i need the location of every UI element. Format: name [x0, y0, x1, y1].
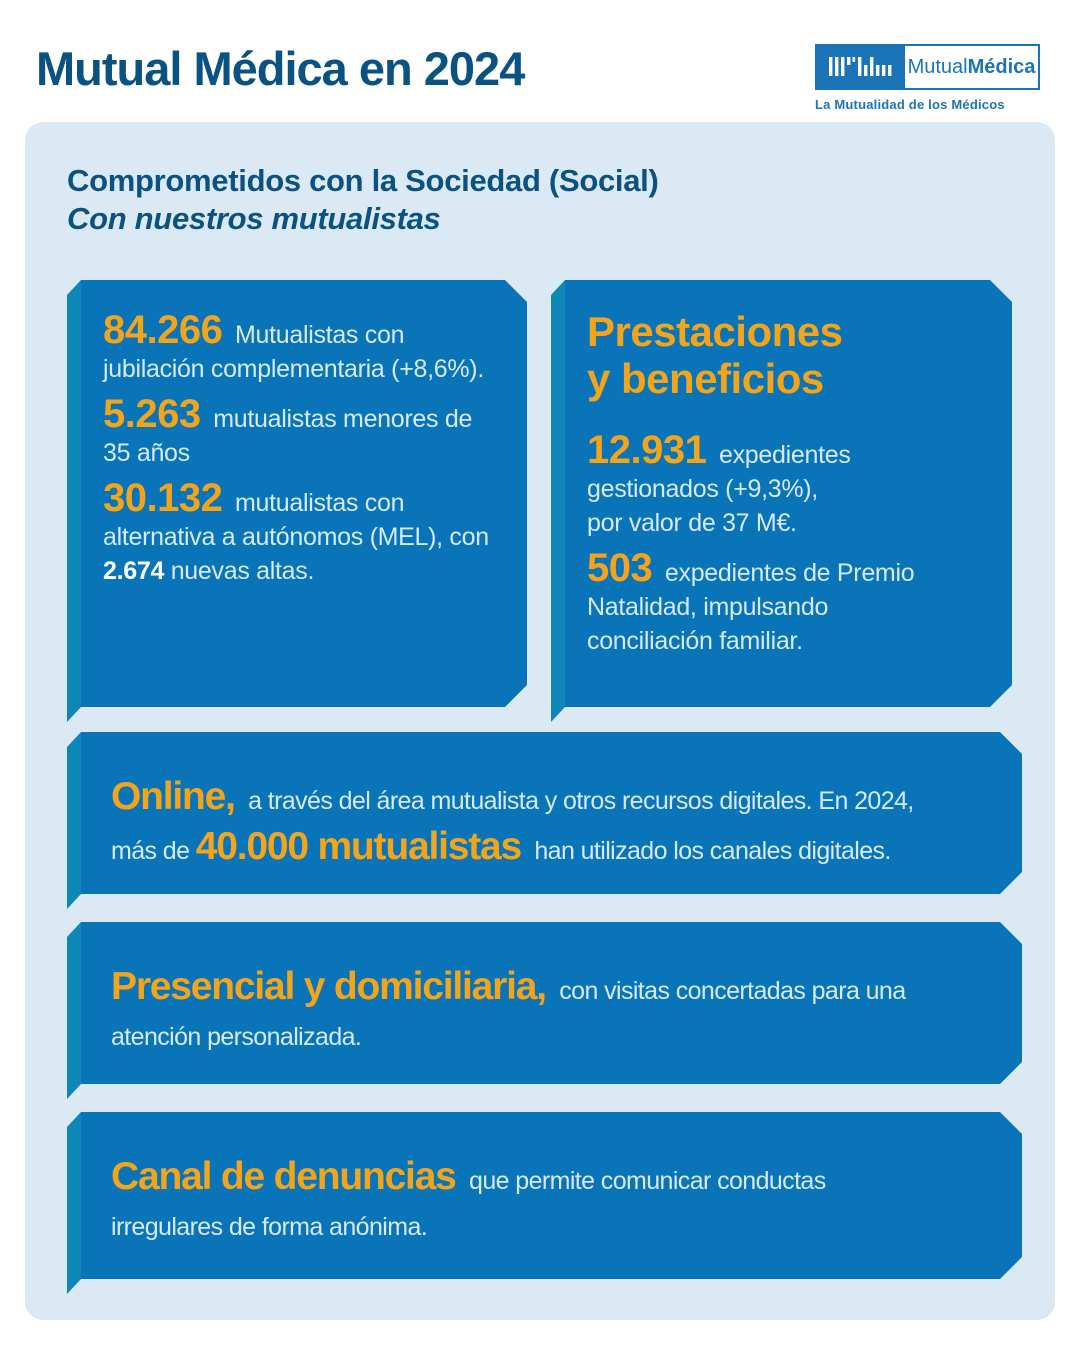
social-panel: Comprometidos con la Sociedad (Social) C… — [25, 122, 1055, 1320]
stat-item-menores35: 5.263 mutualistas menores de 35 años — [103, 392, 473, 467]
logo-wordmark: Mutual Médica — [903, 44, 1040, 90]
card-online: Online, a través del área mutualista y o… — [67, 732, 1022, 894]
stat-item-natalidad: 503 expedientes de Premio Natalidad, impu… — [587, 546, 915, 655]
page-title: Mutual Médica en 2024 — [36, 42, 525, 95]
card-canal: Canal de denuncias que permite comunicar… — [67, 1112, 1022, 1279]
card-mutualistas: 84.266 Mutualistas con jubilación complem… — [67, 280, 527, 707]
card-online-text: Online, a través del área mutualista y o… — [111, 775, 914, 868]
stats-row: 84.266 Mutualistas con jubilación complem… — [67, 280, 1022, 707]
card-side-edge — [67, 732, 81, 909]
header: Mutual Médica en 2024 — [0, 0, 1080, 122]
card-side-edge — [67, 1112, 81, 1294]
logo-wordmark-regular: Mutual — [907, 55, 968, 78]
section-title-line2: Con nuestros mutualistas — [67, 201, 441, 236]
card-side-edge — [67, 922, 81, 1099]
card-face: Canal de denuncias que permite comunicar… — [81, 1112, 1022, 1279]
card-face: 84.266 Mutualistas con jubilación complem… — [81, 280, 527, 707]
logo-bars-icon — [815, 44, 903, 90]
logo-row: Mutual Médica — [815, 44, 1040, 90]
card-side-edge — [67, 280, 81, 722]
card-canal-text: Canal de denuncias que permite comunicar… — [111, 1155, 826, 1241]
stat-item-expedientes: 12.931 expedientes gestionados (+9,3%), po… — [587, 428, 851, 537]
card-face: Online, a través del área mutualista y o… — [81, 732, 1022, 894]
card-face: Presencial y domiciliaria, con visitas c… — [81, 922, 1022, 1084]
stat-item-jubilacion: 84.266 Mutualistas con jubilación complem… — [103, 308, 484, 383]
logo-tagline: La Mutualidad de los Médicos — [815, 97, 1005, 112]
mutual-medica-logo: Mutual Médica La Mutualidad de los Médico… — [815, 44, 1040, 112]
logo-wordmark-bold: Médica — [967, 55, 1036, 78]
card-prestaciones-title: Prestaciones y beneficios — [587, 308, 843, 402]
card-presencial: Presencial y domiciliaria, con visitas c… — [67, 922, 1022, 1084]
section-title-line1: Comprometidos con la Sociedad (Social) — [67, 163, 659, 198]
card-prestaciones: Prestaciones y beneficios 12.931 expedie… — [551, 280, 1012, 707]
section-title: Comprometidos con la Sociedad (Social) C… — [67, 162, 1022, 238]
card-face: Prestaciones y beneficios 12.931 expedie… — [565, 280, 1012, 707]
card-presencial-text: Presencial y domiciliaria, con visitas c… — [111, 965, 906, 1051]
card-side-edge — [551, 280, 565, 722]
stat-item-mel: 30.132 mutualistas con alternativa a autó… — [103, 476, 489, 585]
